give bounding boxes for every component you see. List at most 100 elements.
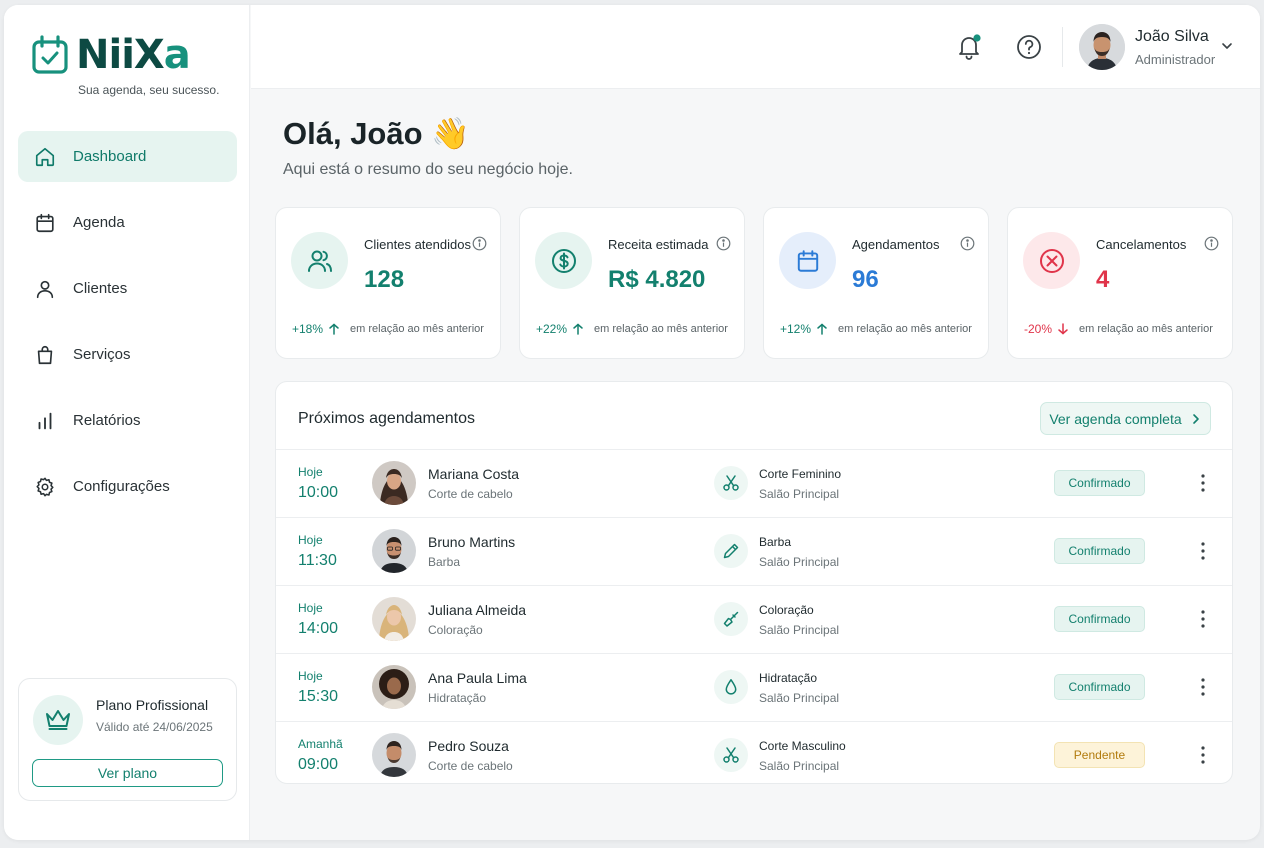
status-badge: Confirmado <box>1054 674 1145 700</box>
table-row[interactable]: Amanhã 09:00 Pedro Souza Corte de cabelo… <box>276 721 1232 783</box>
bar-chart-icon <box>38 412 52 429</box>
info-icon[interactable] <box>472 236 487 251</box>
view-plan-button[interactable]: Ver plano <box>32 759 223 787</box>
status-badge: Confirmado <box>1054 538 1145 564</box>
more-vertical-icon[interactable] <box>1194 676 1212 698</box>
x-circle-icon <box>1023 232 1080 289</box>
info-icon[interactable] <box>960 236 975 251</box>
appointment-time: 09:00 <box>298 756 339 773</box>
info-icon[interactable] <box>716 236 731 251</box>
client-name: Ana Paula Lima <box>428 670 527 686</box>
arrow-down-icon <box>1058 323 1068 335</box>
service-name: Coloração <box>759 603 814 617</box>
appointment-time: 10:00 <box>298 484 339 501</box>
sidebar-nav: Dashboard Agenda Clientes Serviços Relat… <box>18 131 237 527</box>
stat-label: Cancelamentos <box>1096 237 1187 252</box>
service-name: Barba <box>759 535 792 549</box>
more-vertical-icon[interactable] <box>1194 472 1212 494</box>
stat-value: 4 <box>1096 266 1110 293</box>
help-icon[interactable] <box>1015 33 1043 61</box>
client-service: Corte de cabelo <box>428 759 513 773</box>
sidebar-item-configuracoes[interactable]: Configurações <box>18 461 237 512</box>
client-service: Corte de cabelo <box>428 487 513 501</box>
logo: NiiXa <box>32 32 191 78</box>
scissors-icon <box>714 738 748 772</box>
avatar[interactable] <box>1079 24 1125 70</box>
chevron-right-icon <box>1192 413 1199 424</box>
stat-delta: +12% em relação ao mês anterior <box>780 322 972 336</box>
app-window: NiiXa Sua agenda, seu sucesso. Dashboard… <box>4 5 1260 840</box>
more-vertical-icon[interactable] <box>1194 744 1212 766</box>
stat-value: R$ 4.820 <box>608 266 706 293</box>
user-icon <box>36 280 54 298</box>
status-badge: Confirmado <box>1054 470 1145 496</box>
sidebar-item-label: Agenda <box>73 214 125 231</box>
page-title: Olá, João 👋 <box>283 116 470 151</box>
droplet-icon <box>714 670 748 704</box>
table-row[interactable]: Hoje 10:00 Mariana Costa Corte de cabelo… <box>276 449 1232 517</box>
client-service: Barba <box>428 555 461 569</box>
header-divider <box>1062 27 1063 67</box>
stat-delta: +18% em relação ao mês anterior <box>292 322 484 336</box>
arrow-up-icon <box>573 323 583 335</box>
table-row[interactable]: Hoje 14:00 Juliana Almeida Coloração Col… <box>276 585 1232 653</box>
calendar-icon <box>779 232 836 289</box>
more-vertical-icon[interactable] <box>1194 540 1212 562</box>
stat-card-clientes: Clientes atendidos 128 +18% em relação a… <box>275 207 501 359</box>
sidebar-item-agenda[interactable]: Agenda <box>18 197 237 248</box>
logo-text: NiiXa <box>76 32 191 78</box>
avatar <box>372 597 416 641</box>
notification-bell-icon[interactable] <box>954 32 984 62</box>
appointment-time: 11:30 <box>298 552 337 569</box>
status-badge: Confirmado <box>1054 606 1145 632</box>
stat-value: 128 <box>364 266 405 293</box>
tagline: Sua agenda, seu sucesso. <box>78 83 220 97</box>
sidebar: NiiXa Sua agenda, seu sucesso. Dashboard… <box>4 5 250 840</box>
info-icon[interactable] <box>1204 236 1219 251</box>
status-badge: Pendente <box>1054 742 1145 768</box>
brush-icon <box>714 602 748 636</box>
sidebar-item-relatorios[interactable]: Relatórios <box>18 395 237 446</box>
client-name: Bruno Martins <box>428 534 516 550</box>
gear-icon <box>36 477 54 496</box>
sidebar-item-label: Serviços <box>73 346 131 363</box>
appointment-day: Hoje <box>298 533 323 547</box>
razor-icon <box>714 534 748 568</box>
sidebar-item-servicos[interactable]: Serviços <box>18 329 237 380</box>
plan-name: Plano Profissional <box>96 697 209 713</box>
sidebar-item-clientes[interactable]: Clientes <box>18 263 237 314</box>
user-role: Administrador <box>1135 52 1216 67</box>
client-name: Mariana Costa <box>428 466 520 482</box>
service-location: Salão Principal <box>759 759 840 773</box>
plan-card: Plano Profissional Válido até 24/06/2025… <box>18 678 237 801</box>
stat-value: 96 <box>852 266 879 293</box>
home-icon <box>35 147 55 166</box>
calendar-icon <box>36 213 54 232</box>
user-name: João Silva <box>1135 28 1209 45</box>
calendar-check-icon <box>32 35 68 74</box>
view-full-agenda-button[interactable]: Ver agenda completa <box>1040 402 1211 435</box>
service-location: Salão Principal <box>759 623 840 637</box>
client-service: Coloração <box>428 623 483 637</box>
stat-card-agendamentos: Agendamentos 96 +12% em relação ao mês a… <box>763 207 989 359</box>
service-name: Corte Masculino <box>759 739 846 753</box>
sidebar-item-label: Clientes <box>73 280 128 297</box>
appointment-day: Hoje <box>298 601 323 615</box>
sidebar-item-dashboard[interactable]: Dashboard <box>18 131 237 182</box>
chevron-down-icon[interactable] <box>1220 39 1234 53</box>
more-vertical-icon[interactable] <box>1194 608 1212 630</box>
table-row[interactable]: Hoje 15:30 Ana Paula Lima Hidratação Hid… <box>276 653 1232 721</box>
stat-delta: +22% em relação ao mês anterior <box>536 322 728 336</box>
appointments-panel: Próximos agendamentos Ver agenda complet… <box>275 381 1233 784</box>
appointments-title: Próximos agendamentos <box>298 410 475 427</box>
stat-delta: -20% em relação ao mês anterior <box>1024 322 1213 336</box>
page-subtitle: Aqui está o resumo do seu negócio hoje. <box>283 161 573 178</box>
appointment-day: Hoje <box>298 465 323 479</box>
table-row[interactable]: Hoje 11:30 Bruno Martins Barba Barba Sal… <box>276 517 1232 585</box>
client-service: Hidratação <box>428 691 487 705</box>
service-name: Corte Feminino <box>759 467 842 481</box>
scissors-icon <box>714 466 748 500</box>
arrow-up-icon <box>329 323 339 335</box>
avatar <box>372 529 416 573</box>
service-location: Salão Principal <box>759 691 840 705</box>
